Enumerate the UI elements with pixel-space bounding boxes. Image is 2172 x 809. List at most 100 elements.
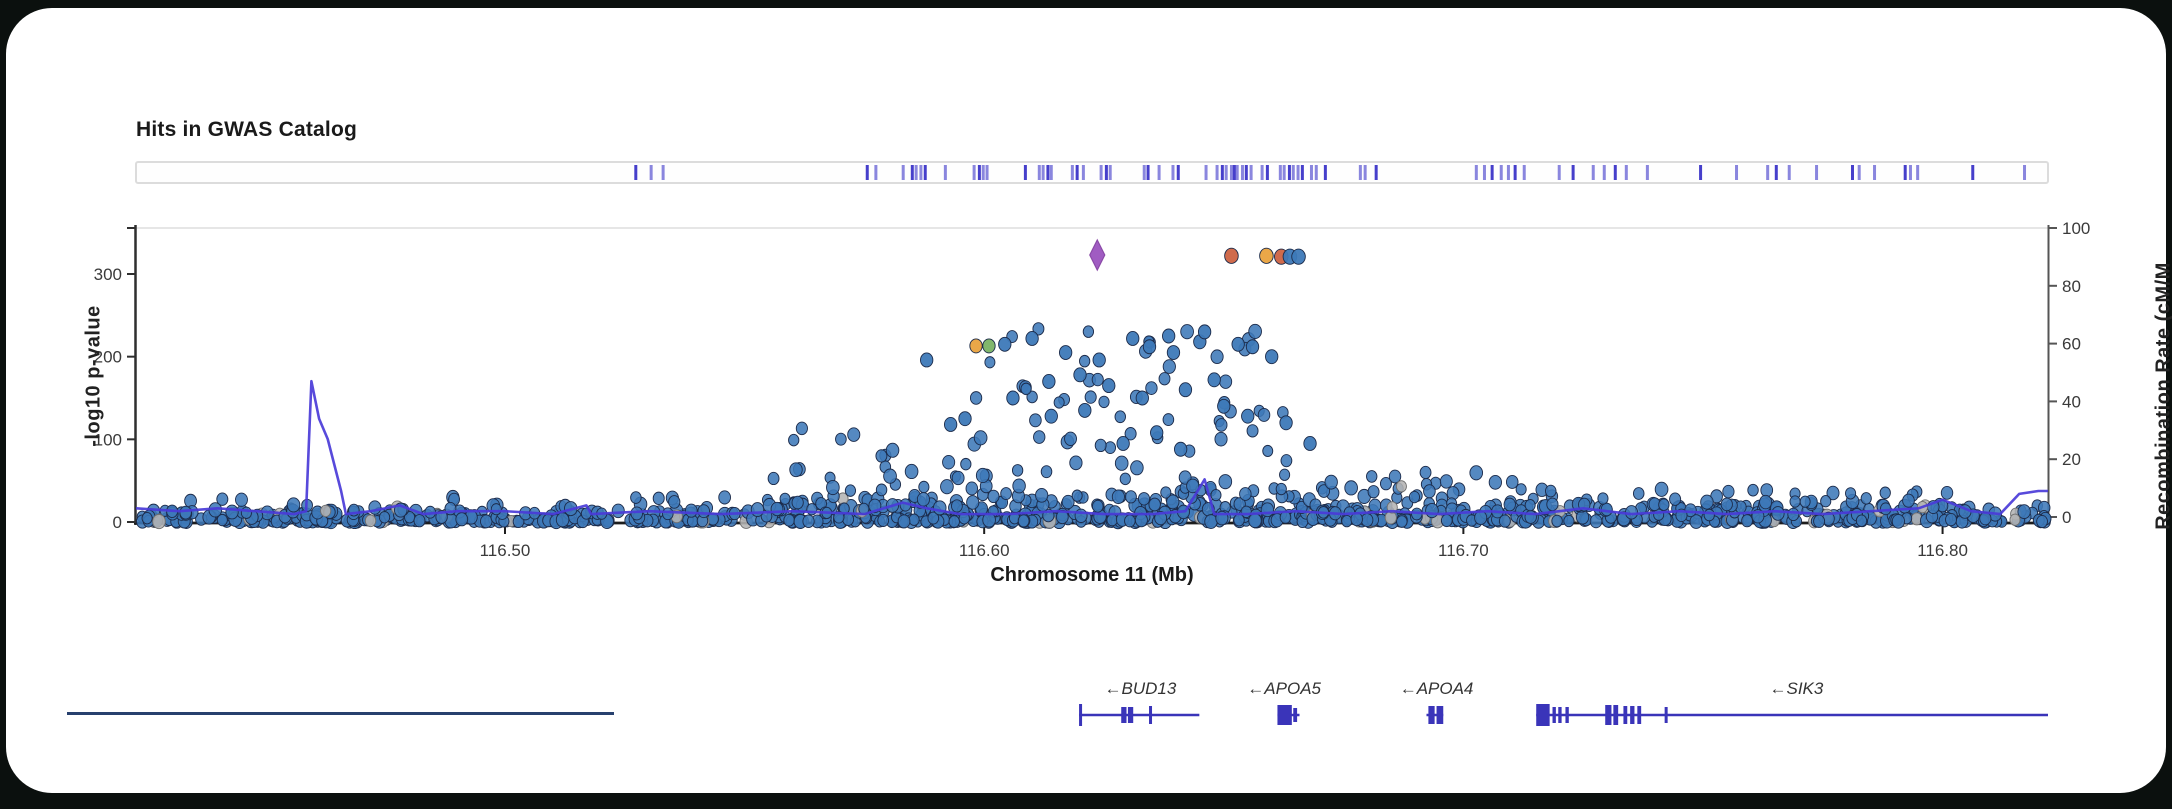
highlight-point-blue	[1043, 374, 1055, 388]
highlight-point-blue	[920, 353, 932, 367]
gwas-hit-tick	[1646, 165, 1649, 180]
scatter-point	[1107, 514, 1118, 526]
scatter-point	[876, 450, 887, 462]
scatter-point	[796, 422, 807, 435]
highlight-point-blue	[1208, 373, 1220, 387]
gwas-hit-tick	[866, 165, 869, 180]
highlight-point-blue	[999, 337, 1011, 351]
scatter-point	[1772, 507, 1784, 521]
scatter-point	[1247, 425, 1258, 437]
scatter-point	[1065, 432, 1077, 445]
scatter-point	[988, 490, 999, 502]
scatter-point	[1163, 360, 1175, 374]
highlight-point-blue	[1304, 436, 1316, 450]
scatter-point	[456, 513, 468, 526]
scatter-point	[631, 492, 642, 504]
scatter-point	[379, 511, 389, 523]
gwas-hit-tick	[1310, 165, 1313, 180]
scatter-point	[1861, 493, 1871, 504]
scatter-point	[1361, 514, 1373, 527]
scatter-point	[1054, 397, 1064, 408]
scatter-point	[919, 481, 929, 492]
highlight-point-blue	[1143, 340, 1155, 354]
scatter-point	[414, 515, 425, 527]
scatter-point	[966, 482, 978, 495]
scatter-point	[1138, 493, 1149, 506]
highlight-point-blue	[1242, 409, 1254, 423]
gwas-hit-tick	[1775, 165, 1778, 180]
scatter-point	[1366, 471, 1376, 483]
gwas-hit-tick	[1359, 165, 1362, 180]
y-axis-title-right: Recombination Rate (cM/M	[2153, 262, 2172, 530]
gene-label: ←APOA5	[1247, 679, 1321, 698]
scatter-point	[1072, 490, 1082, 501]
highlight-point-blue	[1265, 350, 1277, 364]
scatter-point	[1036, 488, 1048, 502]
scatter-point	[1220, 375, 1232, 389]
scatter-point	[180, 506, 191, 519]
highlight-point-blue	[1198, 325, 1210, 339]
scatter-point	[1880, 487, 1890, 499]
gene-exon	[1293, 708, 1297, 722]
scatter-point	[1504, 498, 1515, 511]
gene-exon	[1558, 707, 1561, 723]
gwas-hit-tick	[1815, 165, 1818, 180]
gwas-hit-tick	[650, 165, 653, 180]
gwas-hit-tick	[1230, 165, 1233, 180]
x-tick-label: 116.70	[1438, 541, 1489, 560]
gwas-hit-tick	[919, 165, 922, 180]
gwas-hit-tick	[1851, 165, 1854, 180]
highlight-point-blue	[1292, 249, 1306, 264]
gwas-hit-tick	[1046, 165, 1049, 180]
x-tick-label: 116.80	[1917, 541, 1968, 560]
scatter-point	[2037, 515, 2048, 527]
scatter-point	[1030, 414, 1042, 427]
highlight-point-green	[983, 339, 995, 353]
scatter-point	[878, 514, 889, 526]
scatter-point	[142, 512, 152, 523]
scatter-point	[1748, 484, 1759, 496]
y-left-tick-label: 300	[94, 265, 122, 284]
gene-exon	[1079, 704, 1082, 726]
scatter-point	[949, 516, 960, 528]
gwas-hit-tick	[1100, 165, 1103, 180]
highlight-point-blue	[1162, 329, 1174, 343]
highlight-point-blue	[1093, 353, 1105, 367]
gwas-hit-tick	[1916, 165, 1919, 180]
scatter-point	[967, 496, 979, 510]
gwas-hit-tick	[1221, 165, 1224, 180]
gwas-hit-tick	[874, 165, 877, 180]
highlight-point-blue	[1079, 403, 1091, 417]
highlight-point-blue	[1059, 346, 1071, 360]
y-right-tick-label: 40	[2062, 392, 2081, 411]
highlight-point-blue	[1167, 346, 1179, 360]
scatter-point	[792, 496, 803, 509]
gene-exon	[1565, 707, 1568, 723]
gwas-hit-tick	[1324, 165, 1327, 180]
gwas-hit-tick	[1614, 165, 1617, 180]
scatter-point	[1655, 482, 1668, 496]
gwas-hit-tick	[1171, 165, 1174, 180]
highlight-point-redorange	[1225, 248, 1239, 263]
gene-exon	[1536, 704, 1549, 726]
gwas-hit-tick	[1514, 165, 1517, 180]
gwas-hit-tick	[978, 165, 981, 180]
gwas-hit-tick	[1071, 165, 1074, 180]
gwas-hit-tick	[1109, 165, 1112, 180]
gwas-hit-tick	[1523, 165, 1526, 180]
gwas-hit-tick	[1082, 165, 1085, 180]
gwas-hit-tick	[1904, 165, 1907, 180]
highlight-points-layer	[920, 240, 1316, 456]
highlight-point-blue	[1026, 331, 1038, 345]
gwas-hit-tick	[1625, 165, 1628, 180]
gene-exon	[1428, 706, 1434, 724]
scatter-point	[1625, 506, 1637, 520]
scatter-point	[1547, 498, 1558, 511]
scatter-point	[1219, 475, 1232, 489]
highlight-point-blue	[1136, 391, 1148, 405]
scatter-point	[780, 493, 790, 504]
scatter-point	[226, 505, 238, 519]
scatter-point	[1120, 473, 1130, 485]
